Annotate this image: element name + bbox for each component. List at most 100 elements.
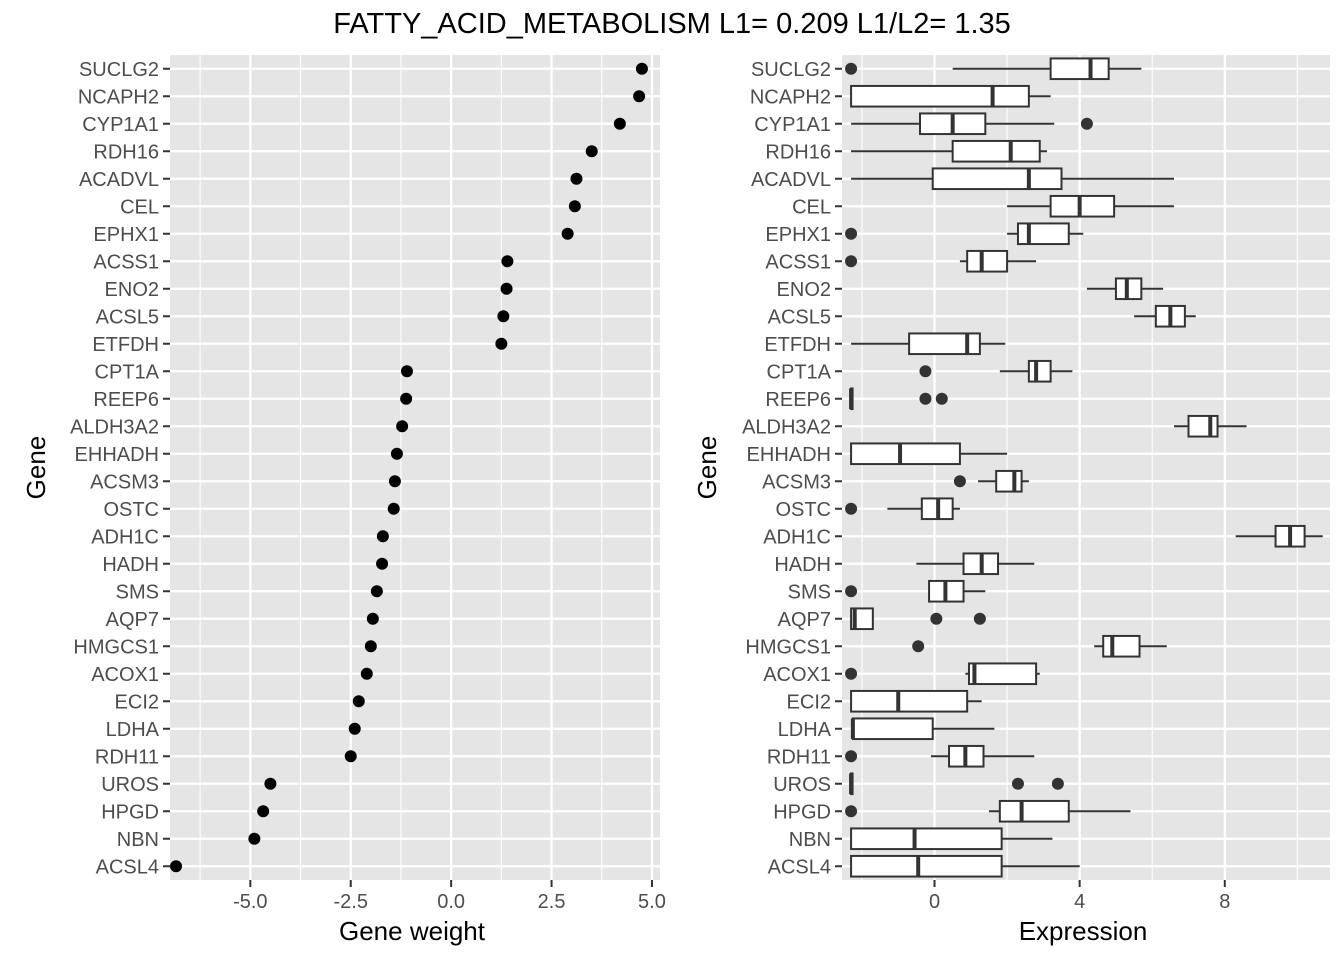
gene-label-acss1: ACSS1 <box>765 251 831 273</box>
chart-title: FATTY_ACID_METABOLISM L1= 0.209 L1/L2= 1… <box>333 8 1011 40</box>
boxplot-acadvl <box>851 167 1174 191</box>
gene-label-sms: SMS <box>116 581 159 603</box>
gene-weight-point-acsl5 <box>497 310 510 323</box>
gene-weight-point-eci2 <box>352 695 365 708</box>
gene-label-cel: CEL <box>120 196 159 218</box>
box <box>995 469 1023 493</box>
gene-weight-point-acsl4 <box>170 860 183 873</box>
boxplot-ephx1 <box>845 222 1084 246</box>
gene-label-uros: UROS <box>101 774 159 796</box>
gene-weight-point-hmgcs1 <box>364 640 377 653</box>
gene-label-ldha: LDHA <box>106 719 160 741</box>
x-tick-label: 5.0 <box>638 891 666 913</box>
gene-weight-point-uros <box>264 777 277 790</box>
box <box>967 662 1038 686</box>
boxplot-ldha <box>850 717 995 741</box>
gene-weight-point-reep6 <box>400 392 413 405</box>
outlier-point <box>935 392 948 405</box>
gene-label-acox1: ACOX1 <box>91 664 159 686</box>
expression-panel: SUCLG2 NCAPH2 CYP1A1 RDH16 ACADVL CEL EPHX1 ACS… <box>692 55 1330 946</box>
boxplot-acsl4 <box>850 854 1080 878</box>
boxplot-aqp7 <box>850 607 986 631</box>
gene-label-acsl5: ACSL5 <box>768 306 831 328</box>
boxplot-acox1 <box>845 662 1040 686</box>
gene-label-ehhadh: EHHADH <box>75 444 159 466</box>
gene-label-acsm3: ACSM3 <box>762 471 831 493</box>
outlier-point <box>845 585 858 598</box>
gene-label-ephx1: EPHX1 <box>765 224 831 246</box>
gene-label-acox1: ACOX1 <box>763 664 831 686</box>
boxplot-eci2 <box>850 689 982 713</box>
box <box>931 167 1063 191</box>
box <box>908 332 981 356</box>
gene-label-uros: UROS <box>773 774 831 796</box>
outlier-point <box>845 667 858 680</box>
boxplot-rdh11 <box>845 744 1035 768</box>
box <box>1187 414 1219 438</box>
x-tick-label: 0 <box>929 891 940 913</box>
gene-label-cyp1a1: CYP1A1 <box>754 114 831 136</box>
boxplot-aldh3a2 <box>1173 414 1247 438</box>
boxplot-cyp1a1 <box>851 112 1093 136</box>
boxplot-etfdh <box>851 332 1006 356</box>
outlier-point <box>919 365 932 378</box>
boxplot-hadh <box>916 552 1035 576</box>
outlier-point <box>973 612 986 625</box>
boxplot-acsm3 <box>953 469 1029 493</box>
gene-weight-point-etfdh <box>495 337 508 350</box>
boxplot-hmgcs1 <box>912 634 1167 658</box>
expression-x-axis-title: Expression <box>1019 916 1148 946</box>
boxplot-ehhadh <box>850 442 1008 466</box>
expression-x-ticks: 0 4 8 <box>929 880 1230 913</box>
gene-weight-panel: SUCLG2 NCAPH2 CYP1A1 RDH16 ACADVL CEL EPHX1 ACS… <box>21 55 666 946</box>
gene-label-rdh11: RDH11 <box>767 746 831 768</box>
gene-label-acsl4: ACSL4 <box>96 856 159 878</box>
gene-label-ncaph2: NCAPH2 <box>750 86 831 108</box>
gene-label-aqp7: AQP7 <box>778 609 831 631</box>
gene-label-nbn: NBN <box>789 829 831 851</box>
boxplot-hpgd <box>845 799 1131 823</box>
x-tick-label: 2.5 <box>538 891 566 913</box>
gene-weight-point-eno2 <box>500 282 513 295</box>
boxplot-suclg2 <box>845 57 1142 81</box>
gene-label-ldha: LDHA <box>778 719 832 741</box>
outlier-point <box>912 640 925 653</box>
box <box>1049 57 1110 81</box>
gene-weight-point-rdh11 <box>344 750 357 763</box>
gene-weight-gene-labels: SUCLG2 NCAPH2 CYP1A1 RDH16 ACADVL CEL EPHX1 ACS… <box>70 59 170 878</box>
gene-weight-point-nbn <box>248 832 261 845</box>
gene-weight-y-axis-title: Gene <box>21 436 51 500</box>
expression-plot-background <box>842 55 1330 880</box>
gene-weight-point-hadh <box>376 557 389 570</box>
gene-label-hmgcs1: HMGCS1 <box>745 636 831 658</box>
boxplot-adh1c <box>1235 524 1323 548</box>
gene-weight-plot-background <box>170 55 660 880</box>
gene-label-ephx1: EPHX1 <box>93 224 159 246</box>
gene-weight-point-ehhadh <box>390 447 403 460</box>
x-tick-label: 8 <box>1219 891 1230 913</box>
gene-label-ncaph2: NCAPH2 <box>78 86 159 108</box>
gene-label-rdh11: RDH11 <box>95 746 159 768</box>
box <box>850 827 1003 851</box>
gene-label-adh1c: ADH1C <box>91 526 159 548</box>
boxplot-sms <box>845 579 986 603</box>
outlier-point <box>919 392 932 405</box>
boxplot-ncaph2 <box>850 84 1051 108</box>
gene-weight-points <box>170 62 648 873</box>
box <box>850 854 1003 878</box>
outlier-point <box>1011 777 1024 790</box>
gene-weight-gridlines <box>170 55 660 880</box>
gene-label-suclg2: SUCLG2 <box>751 59 831 81</box>
gene-weight-point-aldh3a2 <box>396 420 409 433</box>
gene-label-nbn: NBN <box>117 829 159 851</box>
outlier-point <box>845 62 858 75</box>
outlier-point <box>1080 117 1093 130</box>
boxplot-acsl5 <box>1134 304 1196 328</box>
gene-weight-point-suclg2 <box>635 62 648 75</box>
gene-weight-point-cpt1a <box>400 365 413 378</box>
box <box>850 442 961 466</box>
x-tick-label: 4 <box>1074 891 1085 913</box>
gene-weight-point-cel <box>568 200 581 213</box>
box <box>851 717 934 741</box>
